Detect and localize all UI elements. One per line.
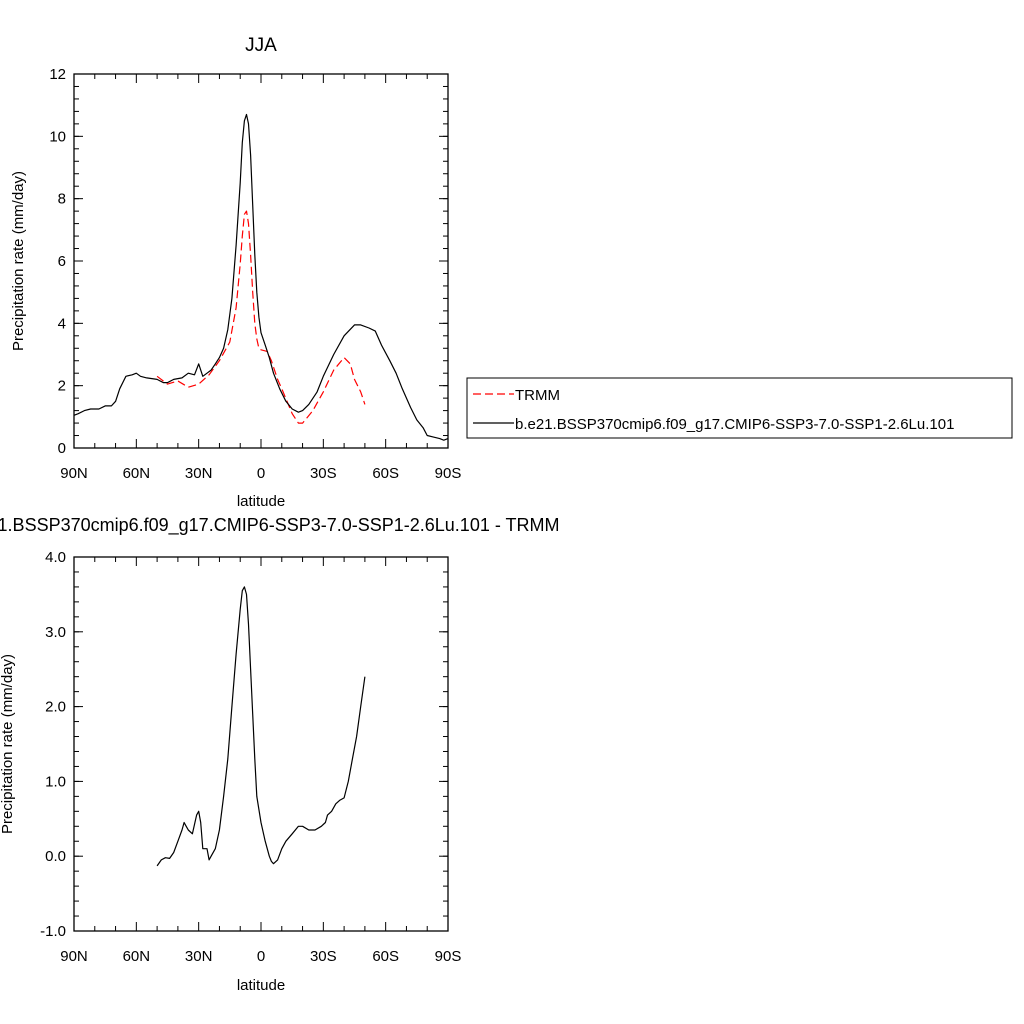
bottom-y-tick-label: 3.0 bbox=[45, 624, 66, 641]
bottom-x-tick-label: 90S bbox=[435, 948, 462, 965]
top-x-tick-label: 30N bbox=[185, 465, 213, 482]
top-y-tick-label: 6 bbox=[58, 253, 66, 270]
bottom-chart-frame bbox=[73, 556, 449, 932]
bottom-y-tick-label: 0.0 bbox=[45, 848, 66, 865]
top-y-tick-label: 12 bbox=[49, 66, 66, 83]
legend: TRMM b.e21.BSSP370cmip6.f09_g17.CMIP6-SS… bbox=[466, 377, 1013, 439]
legend-box bbox=[466, 377, 1013, 439]
top-y-tick-label: 2 bbox=[58, 378, 66, 395]
top-chart: JJA 90N 60N 30N 0 30S 60S 90S 0 2 4 6 8 10 12 latitud… bbox=[10, 35, 461, 510]
bottom-series-line-1 bbox=[156, 586, 366, 867]
top-y-tick-label: 10 bbox=[49, 128, 66, 145]
bottom-chart-ylabel: Precipitation rate (mm/day) bbox=[0, 654, 16, 834]
bottom-x-tick-label: 0 bbox=[257, 948, 265, 965]
bottom-y-tick-label: 1.0 bbox=[45, 773, 66, 790]
bottom-y-tick-label: 4.0 bbox=[45, 549, 66, 566]
top-chart-xlabel: latitude bbox=[237, 493, 285, 510]
bottom-chart-lines bbox=[156, 586, 366, 867]
bottom-x-tick-label: 30N bbox=[185, 948, 213, 965]
top-x-tick-label: 90S bbox=[435, 465, 462, 482]
bottom-x-tick-label: 90N bbox=[60, 948, 88, 965]
top-x-tick-label: 60N bbox=[123, 465, 151, 482]
top-x-tick-label: 0 bbox=[257, 465, 265, 482]
top-chart-frame bbox=[73, 73, 449, 449]
bottom-chart-ticks: 90N 60N 30N 0 30S 60S 90S -1.0 0.0 1.0 2.0 3.0 4.0 bbox=[40, 549, 461, 965]
top-y-tick-label: 4 bbox=[58, 315, 66, 332]
top-y-tick-label: 0 bbox=[58, 440, 66, 457]
top-x-tick-label: 60S bbox=[372, 465, 399, 482]
bottom-y-tick-label: -1.0 bbox=[40, 923, 66, 940]
top-x-tick-label: 90N bbox=[60, 465, 88, 482]
top-series-line-2 bbox=[73, 113, 449, 441]
bottom-chart-title: b.e21.BSSP370cmip6.f09_g17.CMIP6-SSP3-7.… bbox=[0, 515, 559, 536]
legend-label-model: b.e21.BSSP370cmip6.f09_g17.CMIP6-SSP3-7.… bbox=[515, 416, 954, 433]
top-y-tick-label: 8 bbox=[58, 191, 66, 208]
bottom-y-tick-label: 2.0 bbox=[45, 699, 66, 716]
bottom-x-tick-label: 60S bbox=[372, 948, 399, 965]
bottom-chart-xlabel: latitude bbox=[237, 977, 285, 994]
legend-label-trmm: TRMM bbox=[515, 387, 560, 404]
top-series-line-1 bbox=[156, 210, 366, 424]
top-chart-ticks: 90N 60N 30N 0 30S 60S 90S 0 2 4 6 8 10 12 bbox=[49, 66, 461, 482]
bottom-x-tick-label: 30S bbox=[310, 948, 337, 965]
top-chart-ylabel: Precipitation rate (mm/day) bbox=[10, 171, 27, 351]
top-chart-title: JJA bbox=[245, 35, 277, 56]
bottom-chart: b.e21.BSSP370cmip6.f09_g17.CMIP6-SSP3-7.… bbox=[0, 515, 559, 994]
top-x-tick-label: 30S bbox=[310, 465, 337, 482]
top-chart-lines bbox=[73, 113, 449, 441]
bottom-x-tick-label: 60N bbox=[123, 948, 151, 965]
